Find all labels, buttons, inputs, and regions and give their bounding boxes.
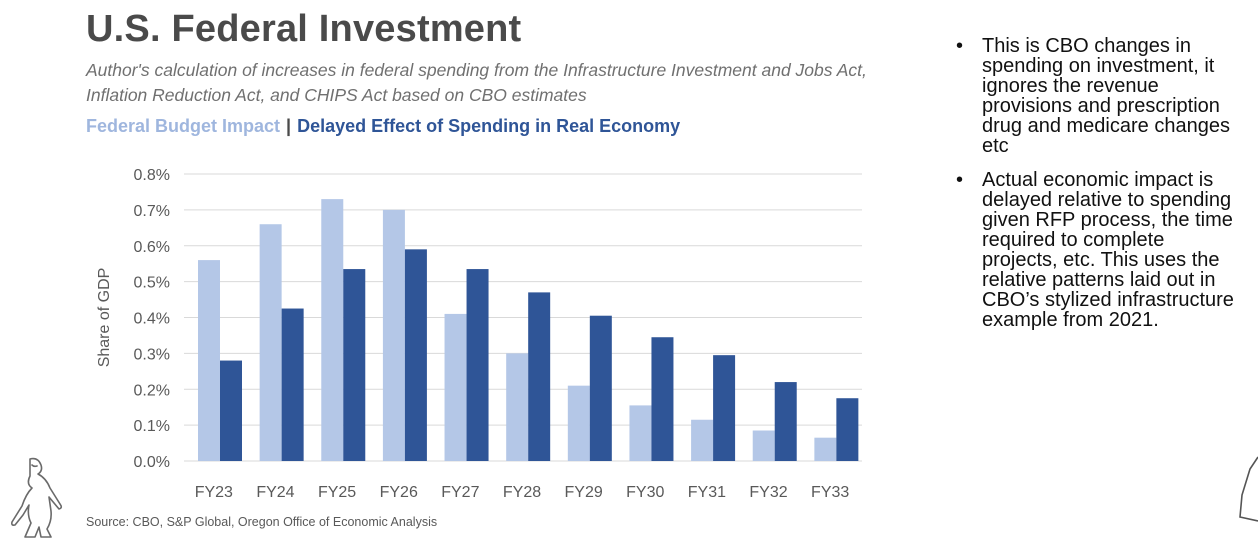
x-tick-label: FY28 bbox=[503, 484, 541, 501]
bar-federal-budget-impact-fy27 bbox=[444, 313, 467, 461]
bar-delayed-effect-fy28 bbox=[528, 292, 551, 461]
y-tick-label: 0.5% bbox=[134, 275, 170, 292]
x-tick-label: FY31 bbox=[688, 484, 726, 501]
bar-delayed-effect-fy32 bbox=[774, 382, 797, 461]
y-tick-label: 0.1% bbox=[134, 418, 170, 435]
bar-delayed-effect-fy31 bbox=[713, 355, 736, 461]
note-text: Actual economic impact is delayed relati… bbox=[982, 169, 1234, 331]
page-title: U.S. Federal Investment bbox=[86, 8, 522, 50]
bar-delayed-effect-fy24 bbox=[281, 308, 304, 461]
bullet-icon: • bbox=[956, 169, 964, 191]
bar-delayed-effect-fy27 bbox=[466, 269, 489, 461]
note-item: • This is CBO changes in spending on inve… bbox=[954, 36, 1244, 156]
legend-separator: | bbox=[286, 116, 292, 136]
chart-legend: Federal Budget Impact | Delayed Effect of … bbox=[86, 116, 680, 137]
legend-delayed-effect: Delayed Effect of Spending in Real Econo… bbox=[297, 116, 681, 136]
y-tick-label: 0.2% bbox=[134, 382, 170, 399]
x-tick-label: FY24 bbox=[256, 484, 294, 501]
bar-delayed-effect-fy26 bbox=[404, 249, 427, 461]
x-tick-label: FY26 bbox=[380, 484, 418, 501]
x-tick-label: FY33 bbox=[811, 484, 849, 501]
bar-delayed-effect-fy30 bbox=[651, 337, 674, 461]
y-axis-title: Share of GDP bbox=[96, 268, 113, 368]
y-tick-label: 0.6% bbox=[134, 239, 170, 256]
bar-federal-budget-impact-fy29 bbox=[567, 385, 590, 461]
x-tick-label: FY23 bbox=[195, 484, 233, 501]
bar-federal-budget-impact-fy32 bbox=[752, 430, 775, 461]
chart-subtitle: Author's calculation of increases in fed… bbox=[86, 60, 867, 105]
bar-federal-budget-impact-fy26 bbox=[382, 209, 405, 461]
notes-list: • This is CBO changes in spending on inve… bbox=[954, 36, 1244, 344]
chart-source: Source: CBO, S&P Global, Oregon Office o… bbox=[86, 515, 438, 529]
y-tick-label: 0.0% bbox=[134, 454, 170, 471]
bar-delayed-effect-fy33 bbox=[836, 398, 859, 461]
bar-federal-budget-impact-fy23 bbox=[198, 260, 220, 461]
bar-federal-budget-impact-fy30 bbox=[629, 405, 652, 461]
note-text: This is CBO changes in spending on inves… bbox=[982, 35, 1230, 157]
note-item: • Actual economic impact is delayed relat… bbox=[954, 170, 1244, 330]
x-tick-label: FY25 bbox=[318, 484, 356, 501]
bar-federal-budget-impact-fy31 bbox=[691, 419, 714, 461]
y-tick-label: 0.4% bbox=[134, 311, 170, 328]
bar-federal-budget-impact-fy24 bbox=[259, 224, 282, 461]
bar-delayed-effect-fy29 bbox=[589, 315, 612, 461]
bullet-icon: • bbox=[956, 35, 964, 57]
y-tick-label: 0.7% bbox=[134, 203, 170, 220]
bar-delayed-effect-fy23 bbox=[220, 360, 242, 461]
legend-federal-budget-impact: Federal Budget Impact bbox=[86, 116, 281, 136]
bar-federal-budget-impact-fy28 bbox=[506, 353, 529, 461]
bar-chart: 0.0% 0.1% 0.2% 0.3% 0.4% 0.5% 0.6% 0.7% 0.8% Shar… bbox=[96, 167, 862, 501]
bar-delayed-effect-fy25 bbox=[343, 269, 366, 461]
y-tick-label: 0.8% bbox=[134, 167, 170, 184]
bar-federal-budget-impact-fy33 bbox=[814, 437, 837, 461]
x-tick-label: FY27 bbox=[441, 484, 479, 501]
corner-decoration-icon bbox=[1239, 456, 1258, 522]
x-tick-label: FY29 bbox=[565, 484, 603, 501]
y-tick-label: 0.3% bbox=[134, 346, 170, 363]
x-tick-label: FY32 bbox=[749, 484, 787, 501]
bigfoot-logo-icon bbox=[11, 457, 63, 538]
bar-federal-budget-impact-fy25 bbox=[321, 199, 344, 462]
x-tick-label: FY30 bbox=[626, 484, 664, 501]
